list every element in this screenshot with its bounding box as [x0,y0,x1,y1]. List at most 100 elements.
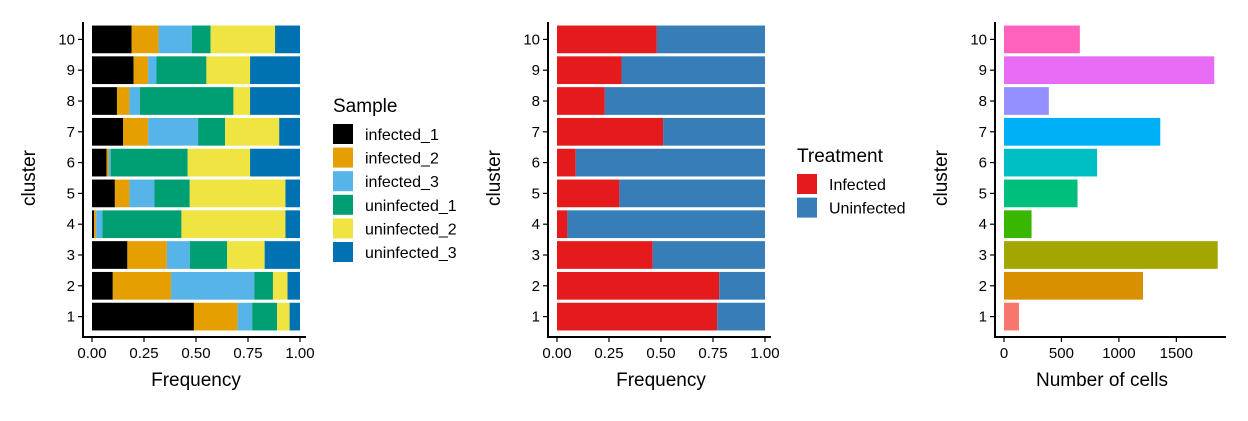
x-tick-label-1.00: 1.00 [285,345,314,362]
bar-segment-infected_3-cluster-8 [129,87,140,115]
x-tick-label-0.50: 0.50 [646,345,675,362]
bar-segment-uninfected_1-cluster-4 [102,210,182,239]
bar-segment-uninfected-cluster-7 [663,117,765,146]
y-tick-label-4: 4 [979,216,987,233]
bar-segment-infected_2-cluster-5 [114,179,130,208]
y-tick-label-7: 7 [979,124,987,141]
x-tick-label-0.75: 0.75 [698,345,727,362]
y-tick-label-9: 9 [979,62,987,79]
legend-label-uninfected_1: uninfected_1 [365,198,457,215]
y-tick-label-10: 10 [970,31,987,48]
bar-segment-infected-cluster-10 [557,25,657,54]
x-tick-label-1500: 1500 [1160,345,1193,362]
bar-segment-uninfected_1-cluster-2 [254,271,273,300]
bar-segment-infected_1-cluster-9 [92,56,134,85]
x-tick-label-0.00: 0.00 [77,345,106,362]
y-tick-label-2: 2 [67,278,75,295]
legend-swatch-uninfected_1 [333,194,353,215]
x-tick-label-500: 500 [1049,345,1074,362]
y-tick-label-3: 3 [532,247,540,264]
y-tick-label-6: 6 [979,155,987,172]
bar-segment-infected-cluster-5 [557,179,620,208]
y-tick-label-3: 3 [67,247,75,264]
x-tick-label-1000: 1000 [1102,345,1135,362]
legend-label-infected: Infected [829,177,886,194]
bar-segment-infected_2-cluster-10 [131,25,159,54]
panel-treatment-composition: 1 2 3 4 5 6 7 8 9 10 0.00 0.25 0.50 0.75 1.00 Frequency… [484,22,906,391]
bar-segment-infected-cluster-6 [557,148,576,177]
y-tick-label-5: 5 [979,185,987,202]
bar-segment-infected-cluster-9 [557,56,622,85]
bar-segment-infected_3-cluster-7 [148,117,199,146]
legend-swatch-infected [797,174,817,194]
legend-label-uninfected_3: uninfected_3 [365,245,457,262]
x-tick-label-0.75: 0.75 [233,345,262,362]
bar-segment-infected_1-cluster-5 [92,179,115,208]
bar-segment-infected-cluster-3 [557,241,653,269]
y-tick-label-9: 9 [67,62,75,79]
bar-segment-infected_3-cluster-6 [108,148,111,177]
x-tick-label-1.00: 1.00 [750,345,779,362]
y-tick-label-4: 4 [67,216,75,233]
bar-cluster-10 [1004,25,1080,54]
x-tick-label-0: 0 [1000,345,1008,362]
legend-label-uninfected_2: uninfected_2 [365,221,457,238]
x-tick-label-0.25: 0.25 [594,345,623,362]
bar-segment-infected_2-cluster-6 [106,148,109,177]
y-tick-label-7: 7 [67,124,75,141]
y-tick-label-8: 8 [979,93,987,110]
y-tick-label-4: 4 [532,216,540,233]
legend-label-infected_3: infected_3 [365,174,439,191]
bar-segment-uninfected-cluster-2 [719,271,765,300]
bar-segment-infected-cluster-2 [557,271,720,300]
bar-cluster-7 [1004,117,1161,146]
bar-cluster-3 [1004,241,1218,269]
x-axis-title: Frequency [151,370,241,391]
bar-segment-uninfected_2-cluster-10 [210,25,276,54]
legend-label-infected_2: infected_2 [365,151,439,168]
bar-segment-infected_2-cluster-1 [193,302,238,331]
bar-segment-uninfected_2-cluster-6 [187,148,251,177]
bar-segment-infected_2-cluster-4 [94,210,97,239]
bar-segment-uninfected_2-cluster-3 [227,241,265,269]
bar-segment-infected_2-cluster-8 [116,87,130,115]
legend-swatch-infected_3 [333,171,353,192]
bar-segment-uninfected_3-cluster-9 [250,56,300,85]
y-tick-label-5: 5 [67,185,75,202]
legend-swatch-infected_2 [333,147,353,168]
bar-segment-uninfected-cluster-8 [604,87,765,115]
bar-cluster-1 [1004,302,1019,331]
bar-segment-uninfected_3-cluster-3 [264,241,300,269]
bar-segment-infected_1-cluster-1 [92,302,194,331]
bar-segment-uninfected_1-cluster-5 [154,179,190,208]
bar-segment-infected_2-cluster-7 [123,117,149,146]
bar-segment-uninfected_3-cluster-1 [289,302,300,331]
bar-segment-uninfected_2-cluster-1 [277,302,290,331]
y-tick-label-6: 6 [532,155,540,172]
bar-cluster-4 [1004,210,1032,239]
bar-segment-uninfected_2-cluster-4 [181,210,286,239]
y-tick-label-1: 1 [532,309,540,326]
y-tick-label-1: 1 [979,309,987,326]
bar-segment-uninfected_1-cluster-8 [139,87,234,115]
bar-segment-uninfected-cluster-3 [652,241,765,269]
y-tick-label-8: 8 [532,93,540,110]
bar-segment-uninfected_2-cluster-7 [225,117,280,146]
y-tick-label-9: 9 [532,62,540,79]
legend-label-infected_1: infected_1 [365,127,439,144]
bar-segment-infected_3-cluster-4 [96,210,103,239]
bar-segment-uninfected_3-cluster-5 [285,179,300,208]
legend-swatch-infected_1 [333,124,353,144]
bar-segment-infected_1-cluster-3 [92,241,128,269]
bar-segment-uninfected-cluster-5 [619,179,765,208]
bar-segment-infected_1-cluster-4 [92,210,95,239]
x-axis-title: Frequency [616,370,706,391]
bar-segment-infected_3-cluster-3 [166,241,190,269]
bar-segment-infected-cluster-4 [557,210,568,239]
bar-segment-infected_1-cluster-8 [92,87,117,115]
bar-segment-infected-cluster-8 [557,87,605,115]
bar-segment-uninfected-cluster-10 [656,25,765,54]
x-tick-label-0.25: 0.25 [129,345,158,362]
bar-segment-uninfected_2-cluster-5 [189,179,286,208]
